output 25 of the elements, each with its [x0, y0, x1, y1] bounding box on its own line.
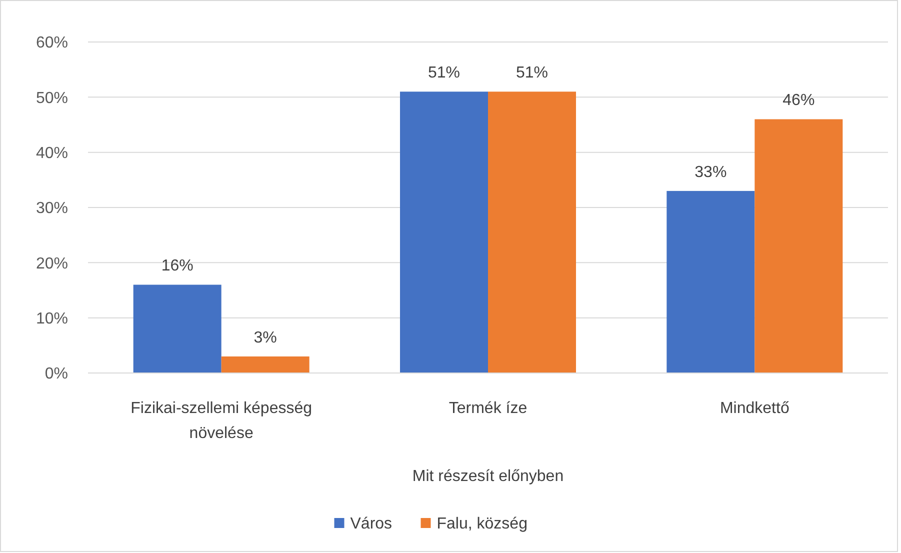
data-label: 51%: [516, 64, 548, 82]
bar: [754, 119, 843, 373]
x-tick-label: Mindkettő: [720, 400, 790, 417]
data-label: 16%: [161, 258, 194, 275]
bar: [221, 356, 310, 373]
y-tick-label: 10%: [36, 310, 68, 328]
y-tick-label: 30%: [36, 200, 68, 218]
data-label: 51%: [428, 64, 460, 82]
x-tick-label: Fizikai-szellemi képesség növelése: [130, 400, 312, 442]
y-tick-label: 20%: [36, 255, 68, 272]
x-axis-title: Mit részesít előnyben: [412, 468, 564, 485]
x-tick-label: Termék íze: [448, 400, 528, 417]
data-label: 3%: [254, 329, 277, 346]
bar: [666, 190, 755, 373]
bar: [133, 284, 222, 373]
y-tick-label: 50%: [36, 90, 68, 107]
data-label: 46%: [782, 92, 815, 110]
data-label: 33%: [694, 164, 727, 181]
y-tick-label: 0%: [44, 366, 68, 383]
legend-label: Falu, község: [436, 516, 528, 533]
y-tick-label: 40%: [36, 144, 68, 162]
y-tick-label: 60%: [36, 34, 68, 52]
legend-label: Város: [350, 516, 392, 533]
bar: [488, 92, 576, 373]
bar: [400, 92, 488, 373]
